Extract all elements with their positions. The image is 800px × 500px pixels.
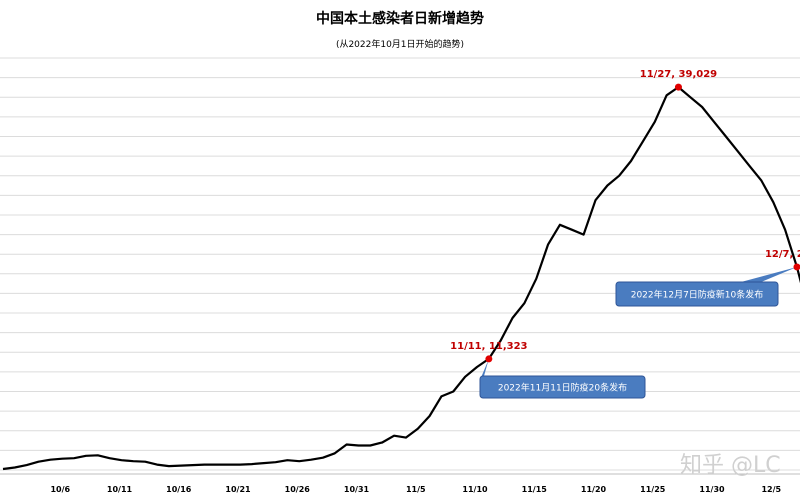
x-tick-label: 11/10 xyxy=(462,485,488,494)
x-tick-label: 10/26 xyxy=(285,485,311,494)
x-tick-label: 10/11 xyxy=(107,485,133,494)
callout-text: 2022年11月11日防疫20条发布 xyxy=(498,382,627,394)
data-point-marker xyxy=(793,263,800,271)
callout-box xyxy=(615,281,779,307)
data-label: 11/11, 11,323 xyxy=(450,341,527,352)
x-tick-label: 11/15 xyxy=(522,485,548,494)
chart-title: 中国本土感染者日新增趋势 xyxy=(316,11,484,27)
x-tick-label: 11/5 xyxy=(406,485,426,494)
data-label: 11/27, 39,029 xyxy=(640,69,717,80)
x-tick-label: 11/30 xyxy=(699,485,725,494)
chart-subtitle: (从2022年10月1日开始的趋势) xyxy=(335,40,465,50)
watermark-text: 知乎 @LC xyxy=(680,453,781,478)
x-tick-label: 10/6 xyxy=(50,485,70,494)
x-tick-label: 11/25 xyxy=(640,485,666,494)
callout-box xyxy=(479,375,646,399)
x-tick-label: 10/31 xyxy=(344,485,370,494)
callout-text: 2022年12月7日防疫新10条发布 xyxy=(631,289,764,301)
callout-pointer xyxy=(741,266,797,282)
data-series-line xyxy=(2,85,800,471)
x-tick-label: 10/21 xyxy=(225,485,251,494)
data-point-marker xyxy=(674,83,682,91)
data-label: 12/7, 20,7 xyxy=(765,249,800,260)
x-tick-label: 12/5 xyxy=(761,485,781,494)
x-tick-label: 11/20 xyxy=(581,485,607,494)
data-point-marker xyxy=(485,355,493,363)
x-tick-label: 10/16 xyxy=(166,485,192,494)
